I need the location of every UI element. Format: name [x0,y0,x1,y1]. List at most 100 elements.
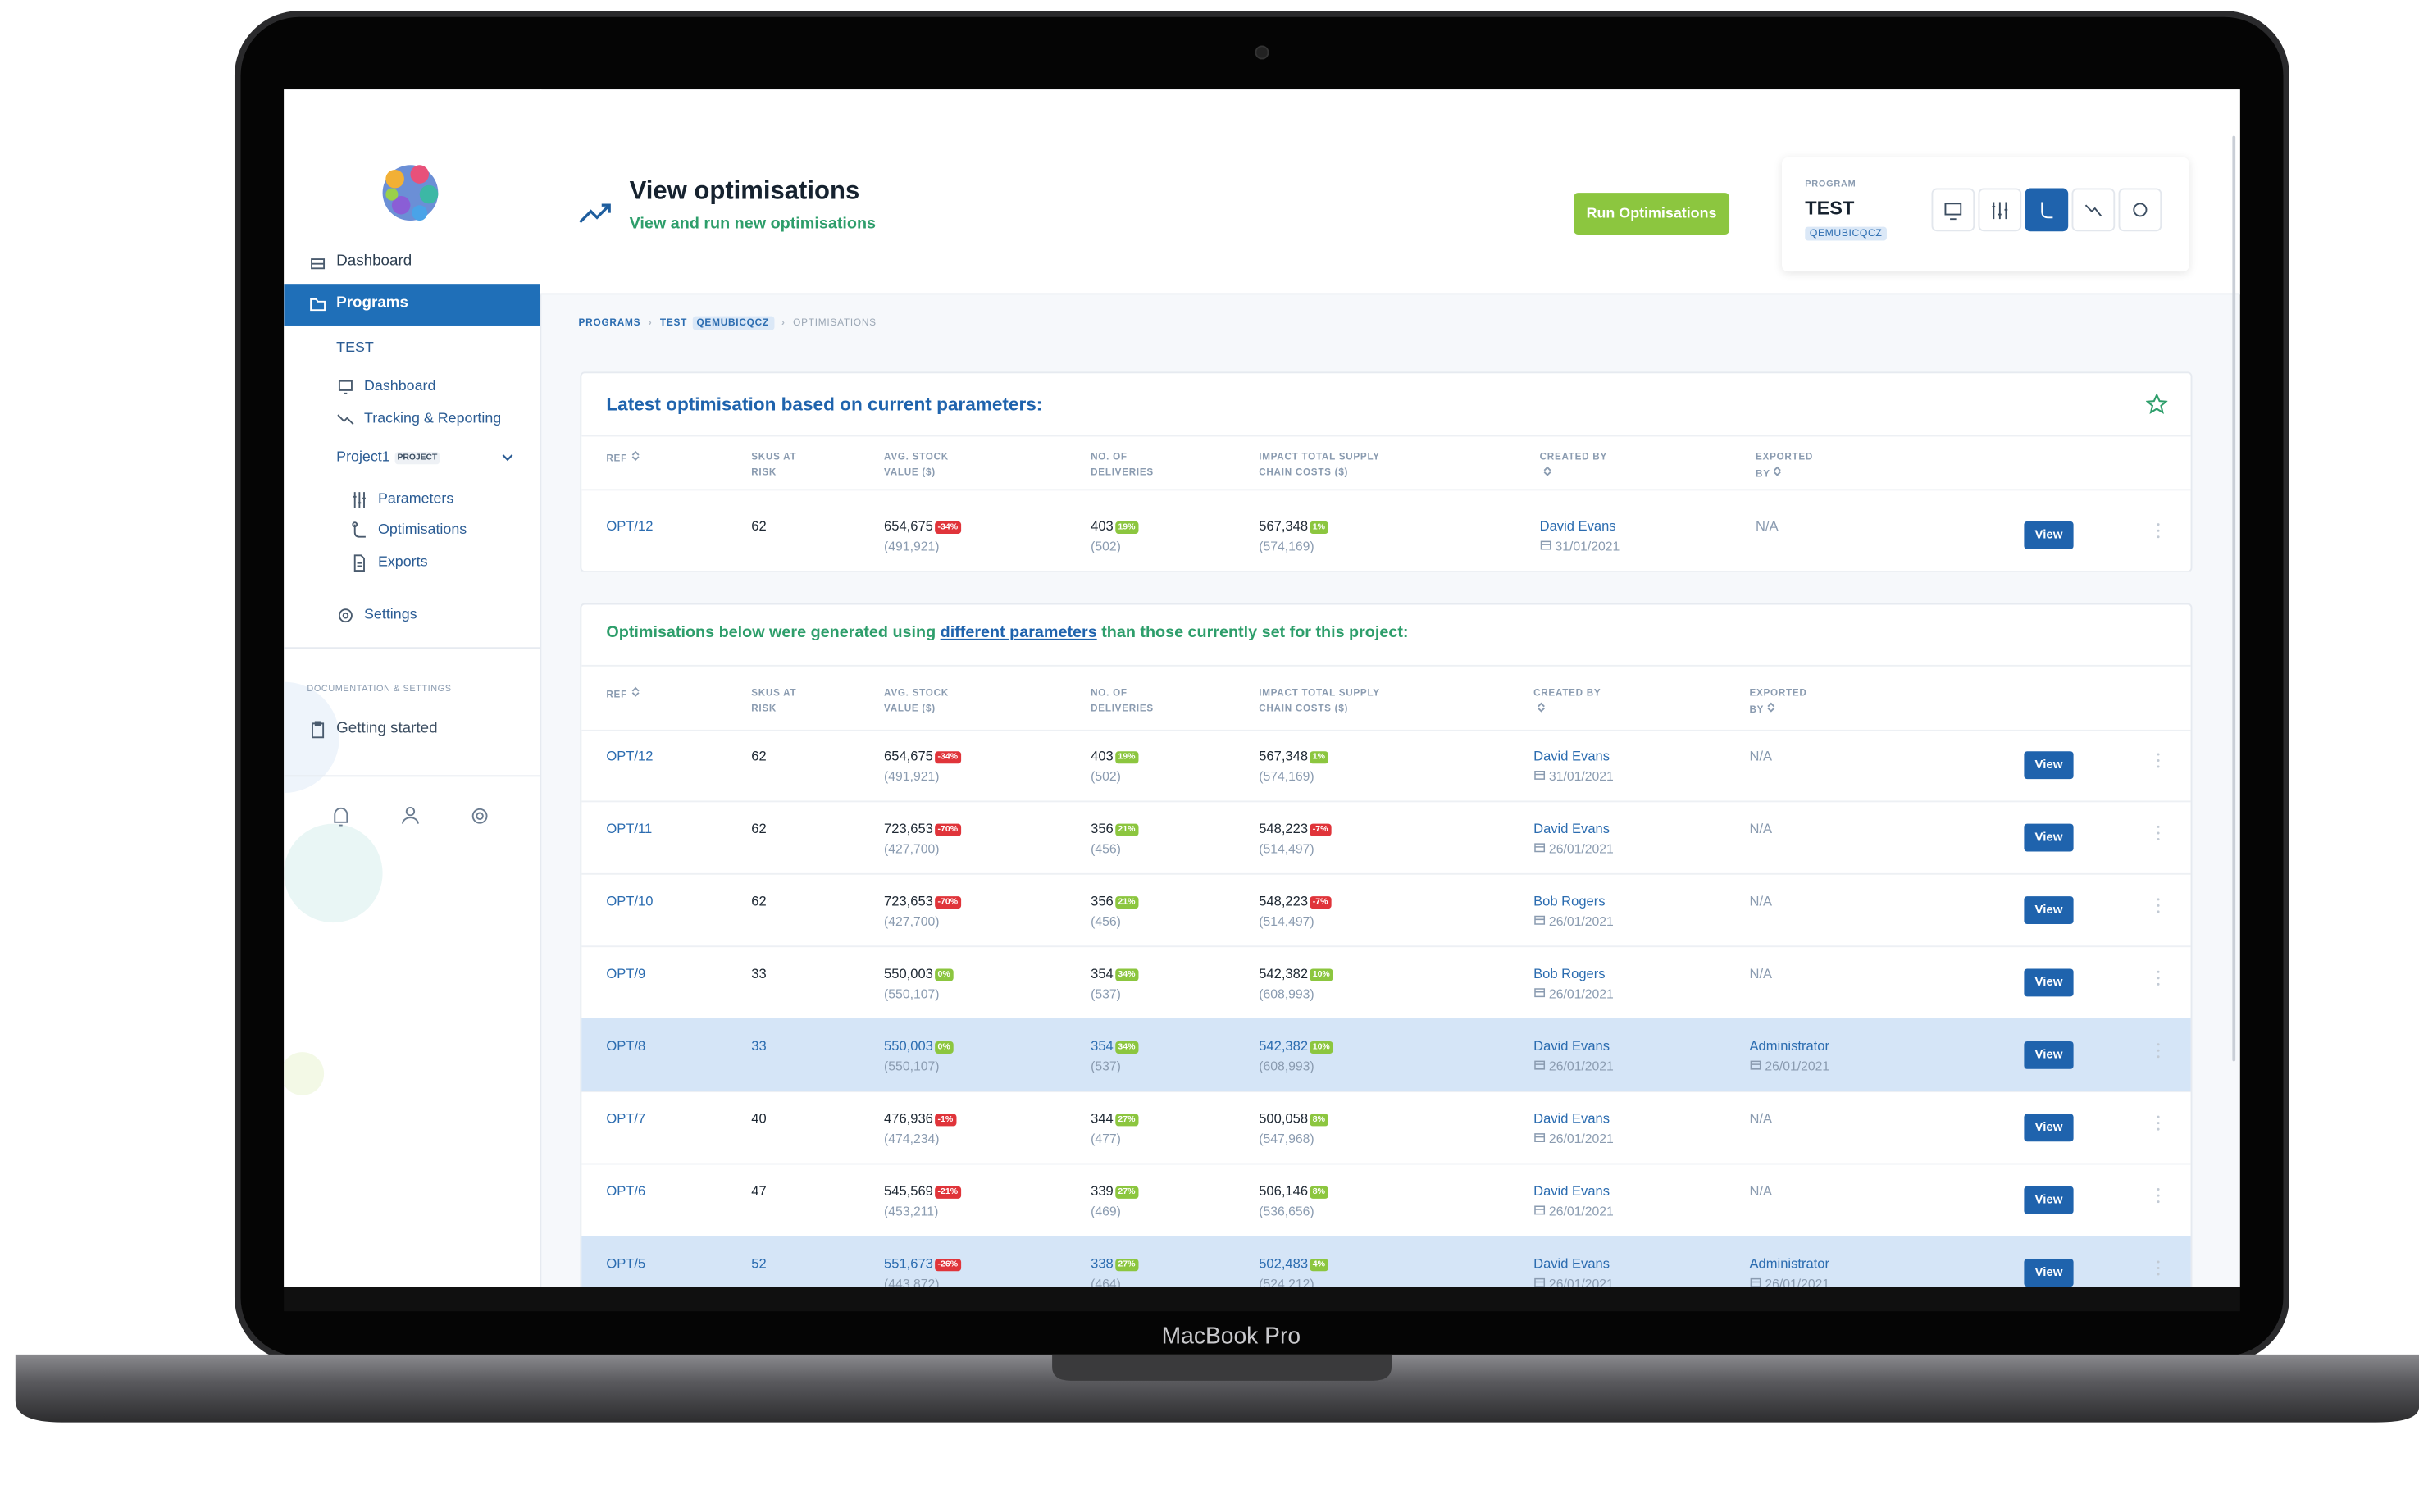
column-header[interactable]: EXPORTED BY [1749,687,1807,716]
project-item[interactable]: Project1 PROJECT [336,449,441,467]
toolbar-button[interactable] [1931,188,1975,232]
cell-ref[interactable]: OPT/6 [606,1183,646,1199]
sort-icon[interactable] [1542,466,1551,476]
menu-dot [2157,529,2160,532]
person-name: David Evans [1533,820,1610,836]
change-badge: -34% [934,751,961,764]
column-header[interactable]: REF [606,685,674,703]
cell-impact: 567,348 1% (574,169) [1259,747,1328,787]
sort-icon[interactable] [631,450,640,461]
toolbar-button[interactable] [2025,188,2069,232]
nav-item[interactable]: Dashboard [338,378,435,397]
view-button[interactable]: View [2024,1259,2074,1287]
toolbar-icon [1992,202,2008,220]
cell-avg-stock: 654,675 -34% (491,921) [884,517,961,557]
view-button[interactable]: View [2024,896,2074,924]
person-name: David Evans [1533,1183,1610,1199]
toolbar-button[interactable] [2118,188,2162,232]
view-button[interactable]: View [2024,823,2074,852]
sort-icon[interactable] [1767,701,1776,712]
cell-ref[interactable]: OPT/11 [606,820,653,836]
sort-arrows [631,685,639,696]
row-menu[interactable] [2153,968,2162,989]
previous-value: (477) [1091,1131,1121,1146]
change-badge: 8% [1309,1114,1328,1127]
breadcrumb-separator: › [781,317,786,329]
row-menu[interactable] [2153,1112,2162,1133]
sort-arrows [1774,466,1782,476]
cell-ref[interactable]: OPT/12 [606,518,654,534]
change-badge: 27% [1114,1114,1139,1127]
title-link[interactable]: different parameters [940,623,1097,642]
menu-dot [2157,1115,2160,1118]
person-name: N/A [1749,1110,1773,1127]
toolbar [1931,188,2162,232]
sort-icon[interactable] [631,685,640,696]
nav-item[interactable]: Settings [338,606,417,625]
person-name: N/A [1749,965,1773,981]
breadcrumb-item[interactable]: TEST [659,317,688,329]
nav-item[interactable]: Dashboard [311,253,412,272]
cell-skus: 40 [751,1110,767,1127]
view-button[interactable]: View [2024,1041,2074,1069]
cell-ref[interactable]: OPT/10 [606,893,654,909]
toolbar-icon [2041,202,2053,219]
metric-value: 354 [1091,965,1114,981]
program-name[interactable]: TEST [336,339,374,357]
previous-value: (550,107) [884,1058,940,1074]
sort-icon[interactable] [1537,701,1546,712]
column-header[interactable]: CREATED BY [1540,450,1608,483]
calendar-shape [1750,1277,1761,1287]
row-menu[interactable] [2153,1257,2162,1278]
row-menu[interactable] [2153,1040,2162,1061]
nav-item[interactable]: Getting started [312,721,438,740]
view-button[interactable]: View [2024,968,2074,997]
view-button[interactable]: View [2024,751,2074,780]
nav-item[interactable]: Tracking & Reporting [337,410,501,429]
breadcrumb-item[interactable]: PROGRAMS [578,317,641,329]
nav-item[interactable]: Optimisations [352,521,467,540]
person-name: David Evans [1533,1255,1610,1272]
chevron[interactable] [500,452,516,464]
cell-avg-stock: 723,653 -70% (427,700) [884,819,961,859]
row-menu[interactable] [2153,822,2162,844]
cell-ref[interactable]: OPT/12 [606,748,654,764]
device-label: MacBook Pro [1162,1323,1301,1349]
calendar-icon [1534,1277,1546,1287]
cell-ref[interactable]: OPT/5 [606,1255,646,1272]
breadcrumb-separator: › [648,317,653,329]
previous-value: (537) [1091,986,1121,1002]
view-button[interactable]: View [2024,1186,2074,1214]
calendar-shape [1540,540,1551,550]
favourite-star[interactable] [2146,393,2168,415]
nav-item[interactable]: Parameters [353,490,453,509]
row-menu[interactable] [2153,1185,2162,1206]
person-name: David Evans [1533,748,1610,764]
cell-ref[interactable]: OPT/7 [606,1110,646,1127]
column-header[interactable]: EXPORTED BY [1756,452,1814,480]
cell-exported-by: N/A [1750,964,1773,984]
row-menu[interactable] [2153,749,2162,771]
sort-icon[interactable] [1773,466,1782,476]
cell-impact: 502,483 4% (524,212) [1259,1255,1328,1287]
person-name: Administrator [1749,1038,1830,1054]
previous-value: (574,169) [1259,538,1314,554]
column-header[interactable]: REF [606,450,674,467]
view-button[interactable]: View [2024,521,2074,549]
cell-ref[interactable]: OPT/9 [606,965,646,981]
row-menu[interactable] [2153,895,2162,916]
view-button[interactable]: View [2024,1114,2074,1142]
nav-item[interactable]: Exports [353,553,428,572]
cell-ref[interactable]: OPT/8 [606,1038,646,1054]
change-badge: 34% [1114,1041,1139,1054]
calendar-icon [1750,1060,1761,1070]
change-badge: 19% [1114,521,1139,534]
metric-value: 654,675 [884,518,933,534]
row-menu[interactable] [2153,520,2162,541]
cell-exported-by: N/A [1750,747,1773,767]
metric-value: 550,003 [884,965,933,981]
calendar-icon [1534,843,1546,853]
column-header[interactable]: CREATED BY [1533,685,1601,718]
run-button[interactable]: Run Optimisations [1574,193,1730,235]
nav-item-active[interactable]: Programs [310,294,408,313]
